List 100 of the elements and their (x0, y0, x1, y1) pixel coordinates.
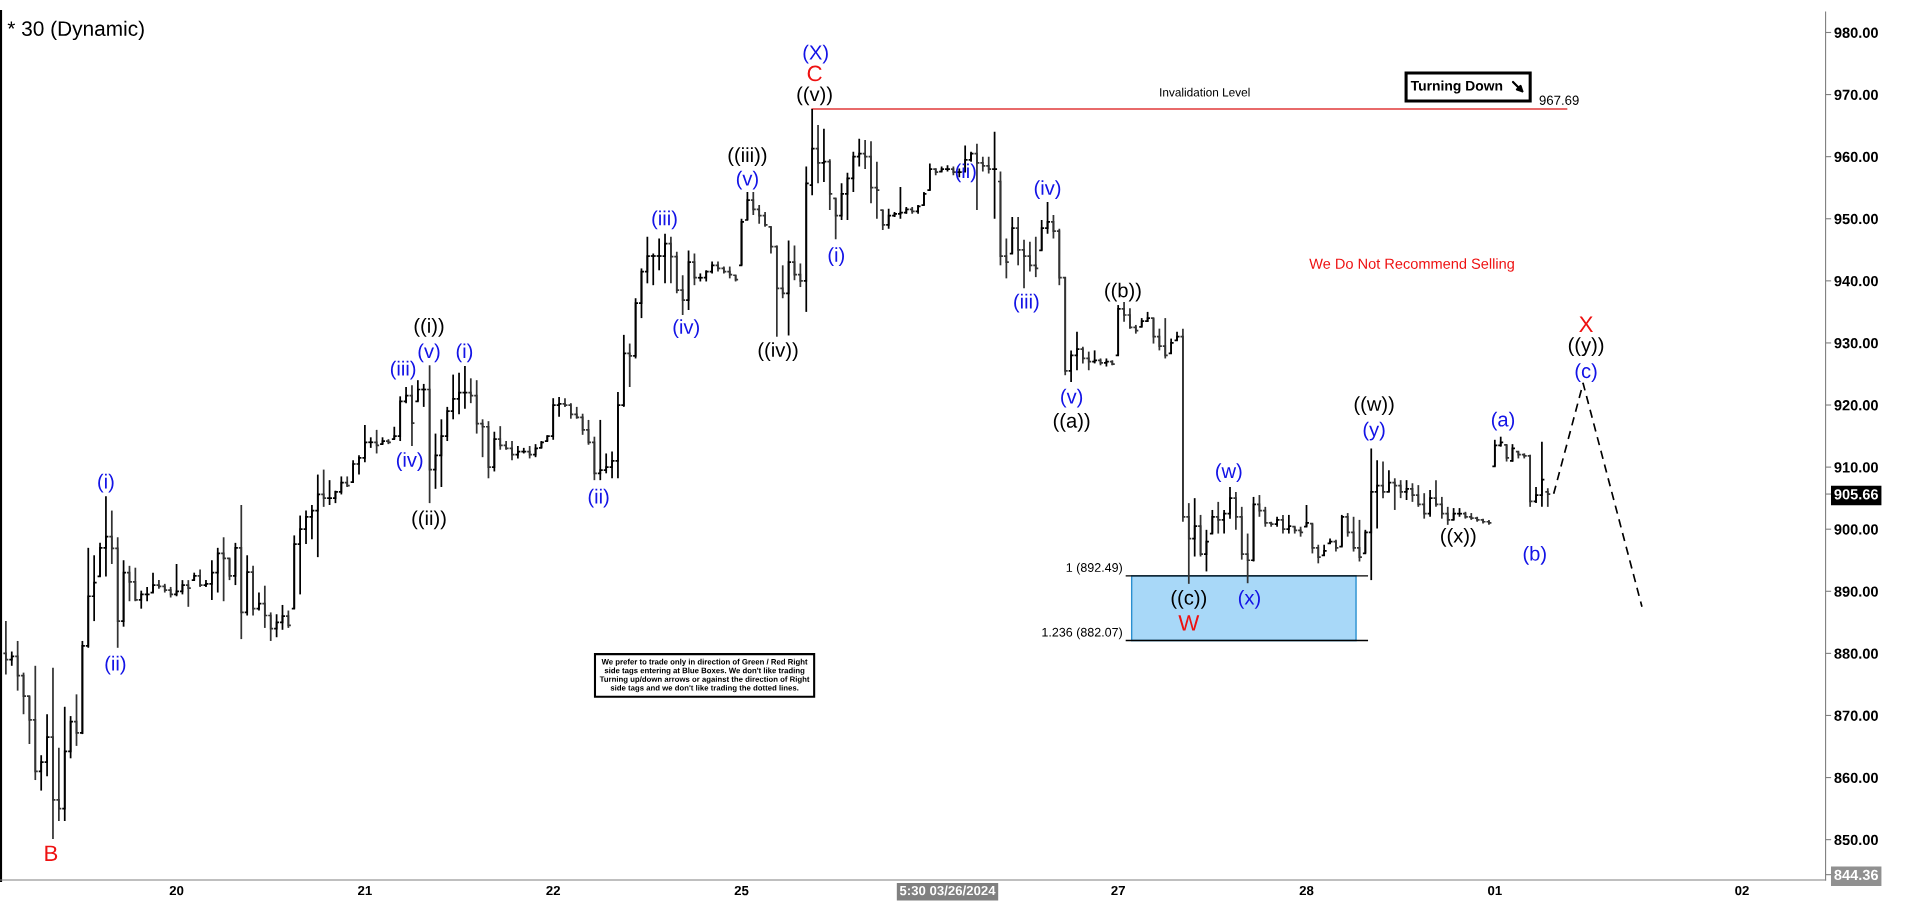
y-tick-label: 880.00 (1834, 648, 1878, 659)
annotation: ((a)) (1053, 413, 1090, 432)
annotation: (v) (1061, 388, 1083, 408)
x-tick-label: 25 (734, 885, 749, 896)
annotation: (iii) (652, 210, 677, 230)
candlestick (1226, 486, 1234, 520)
candlestick (261, 584, 269, 629)
annotation: (v) (736, 170, 758, 190)
candlestick (243, 554, 251, 617)
candlestick (873, 160, 881, 220)
candlestick (1214, 501, 1222, 535)
annotation: (iii) (390, 360, 416, 380)
annotation: (ii) (955, 163, 976, 183)
candlestick (184, 579, 192, 608)
y-tick-label: 960.00 (1834, 151, 1878, 163)
candlestick (1209, 509, 1216, 535)
candlestick (785, 239, 792, 337)
candlestick (361, 424, 369, 464)
annotation: We Do Not Recommend Selling (1309, 258, 1514, 272)
candlestick (414, 379, 422, 403)
candlestick (102, 495, 110, 578)
candlestick (661, 232, 669, 285)
y-tick-label: 850.00 (1834, 834, 1878, 846)
candlestick (1544, 487, 1552, 508)
annotation: ((i)) (414, 318, 444, 337)
candlestick (685, 249, 692, 311)
y-tick-label: 910.00 (1834, 462, 1878, 473)
candlestick (1191, 497, 1199, 558)
x-tick-label: 01 (1488, 885, 1502, 896)
candlestick (232, 541, 239, 586)
candlestick (926, 162, 934, 192)
y-tick-label: 950.00 (1834, 213, 1878, 225)
candlestick (1250, 496, 1257, 563)
annotation: (X) (803, 44, 828, 64)
candlestick (491, 430, 498, 473)
candlestick (867, 140, 875, 205)
annotation: (iv) (396, 452, 423, 471)
candlestick (1373, 459, 1381, 530)
y-tick-label: 905.66 (1834, 489, 1878, 500)
candlestick (1385, 469, 1393, 493)
annotation: ((x)) (1441, 527, 1476, 547)
candlestick (738, 217, 745, 267)
y-tick-label: 860.00 (1834, 772, 1878, 783)
annotation: (v) (418, 343, 440, 363)
candlestick (1403, 479, 1410, 501)
candlestick (508, 440, 516, 462)
annotation: (y) (1363, 421, 1385, 441)
x-tick-label: 27 (1111, 885, 1125, 896)
candlestick (1114, 304, 1122, 357)
candlestick (808, 108, 816, 197)
candlestick (61, 705, 69, 822)
candlestick (1008, 216, 1016, 255)
candlestick (120, 559, 127, 628)
candlestick (1438, 496, 1446, 520)
x-tick-label: 22 (546, 885, 561, 896)
candlestick (744, 191, 751, 221)
candlestick (349, 459, 357, 483)
candlestick (255, 591, 263, 612)
annotation: ((y)) (1568, 337, 1604, 357)
annotation: (iii) (1014, 293, 1039, 313)
y-tick-label: 890.00 (1834, 586, 1878, 597)
candlestick (1161, 317, 1169, 360)
candlestick (1038, 219, 1046, 252)
annotation: ((iii)) (728, 147, 767, 167)
candlestick (1303, 504, 1310, 528)
ref-line-label: 1 (892.49) (1066, 562, 1122, 575)
y-tick-label: 870.00 (1834, 710, 1878, 721)
annotation: W (1178, 615, 1200, 631)
candlestick (408, 384, 416, 447)
candlestick (1426, 489, 1434, 518)
candlestick (820, 127, 828, 183)
x-tick-label: 21 (358, 885, 372, 896)
candlestick (1379, 460, 1387, 500)
annotation: (ii) (588, 488, 609, 508)
annotation: (x) (1238, 589, 1260, 609)
candlestick (149, 571, 157, 594)
candlestick (302, 509, 310, 545)
annotation: Turning Down (1410, 80, 1503, 94)
annotation: (iv) (1034, 180, 1061, 199)
annotation: (w) (1216, 463, 1242, 483)
annotation: ((ii)) (412, 510, 446, 530)
annotation: (iv) (673, 319, 699, 339)
y-tick-label: 940.00 (1834, 275, 1878, 287)
annotation: ((c)) (1171, 589, 1207, 609)
y-tick-label: 844.36 (1834, 869, 1878, 881)
candlestick (1420, 492, 1428, 520)
candlestick (455, 371, 463, 416)
y-tick-label: 980.00 (1834, 27, 1878, 38)
candlestick (626, 342, 634, 388)
annotation: (i) (456, 343, 473, 363)
candlestick (43, 713, 51, 778)
x-tick-label: 02 (1735, 885, 1749, 896)
candlestick (991, 130, 998, 220)
candlestick (1197, 514, 1204, 558)
candlestick (373, 428, 380, 455)
annotation: X (1579, 316, 1593, 332)
candlestick (879, 209, 887, 231)
annotation: (b) (1523, 545, 1546, 565)
annotation: Invalidation Level (1160, 87, 1250, 97)
candlestick (1338, 514, 1346, 548)
